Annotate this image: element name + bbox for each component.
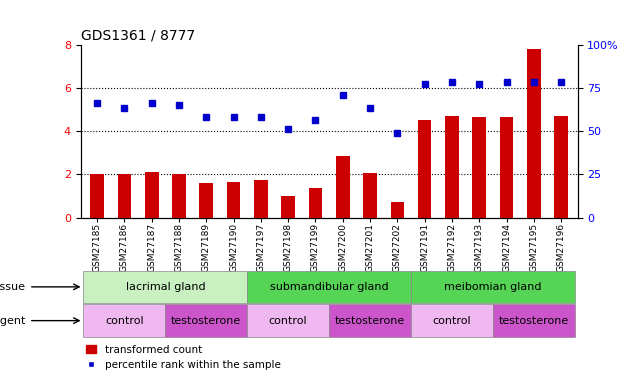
Bar <box>445 116 459 218</box>
Text: lacrimal gland: lacrimal gland <box>125 282 205 292</box>
Bar <box>493 304 575 337</box>
Text: meibomian gland: meibomian gland <box>444 282 542 292</box>
Text: GDS1361 / 8777: GDS1361 / 8777 <box>81 28 195 42</box>
Bar <box>411 271 575 303</box>
Text: testosterone: testosterone <box>499 316 569 326</box>
Text: control: control <box>269 316 307 326</box>
Bar <box>411 304 493 337</box>
Text: tissue: tissue <box>0 282 26 292</box>
Bar <box>83 271 247 303</box>
Bar <box>281 196 295 217</box>
Legend: transformed count, percentile rank within the sample: transformed count, percentile rank withi… <box>86 345 281 370</box>
Text: control: control <box>433 316 471 326</box>
Bar <box>391 202 404 217</box>
Text: agent: agent <box>0 316 26 326</box>
Bar <box>363 173 377 217</box>
Bar <box>145 172 158 217</box>
Bar <box>254 180 268 218</box>
Bar <box>247 271 411 303</box>
Bar <box>199 183 213 218</box>
Text: control: control <box>105 316 143 326</box>
Bar <box>83 304 165 337</box>
Bar <box>329 304 411 337</box>
Bar <box>227 182 240 218</box>
Bar <box>500 117 514 218</box>
Text: testosterone: testosterone <box>171 316 242 326</box>
Bar <box>117 174 131 217</box>
Bar <box>172 174 186 217</box>
Bar <box>90 174 104 217</box>
Bar <box>247 304 329 337</box>
Bar <box>309 188 322 218</box>
Text: testosterone: testosterone <box>335 316 405 326</box>
Bar <box>473 117 486 218</box>
Bar <box>555 116 568 218</box>
Bar <box>336 156 350 218</box>
Text: submandibular gland: submandibular gland <box>270 282 389 292</box>
Bar <box>527 50 541 217</box>
Bar <box>165 304 247 337</box>
Bar <box>418 120 432 218</box>
